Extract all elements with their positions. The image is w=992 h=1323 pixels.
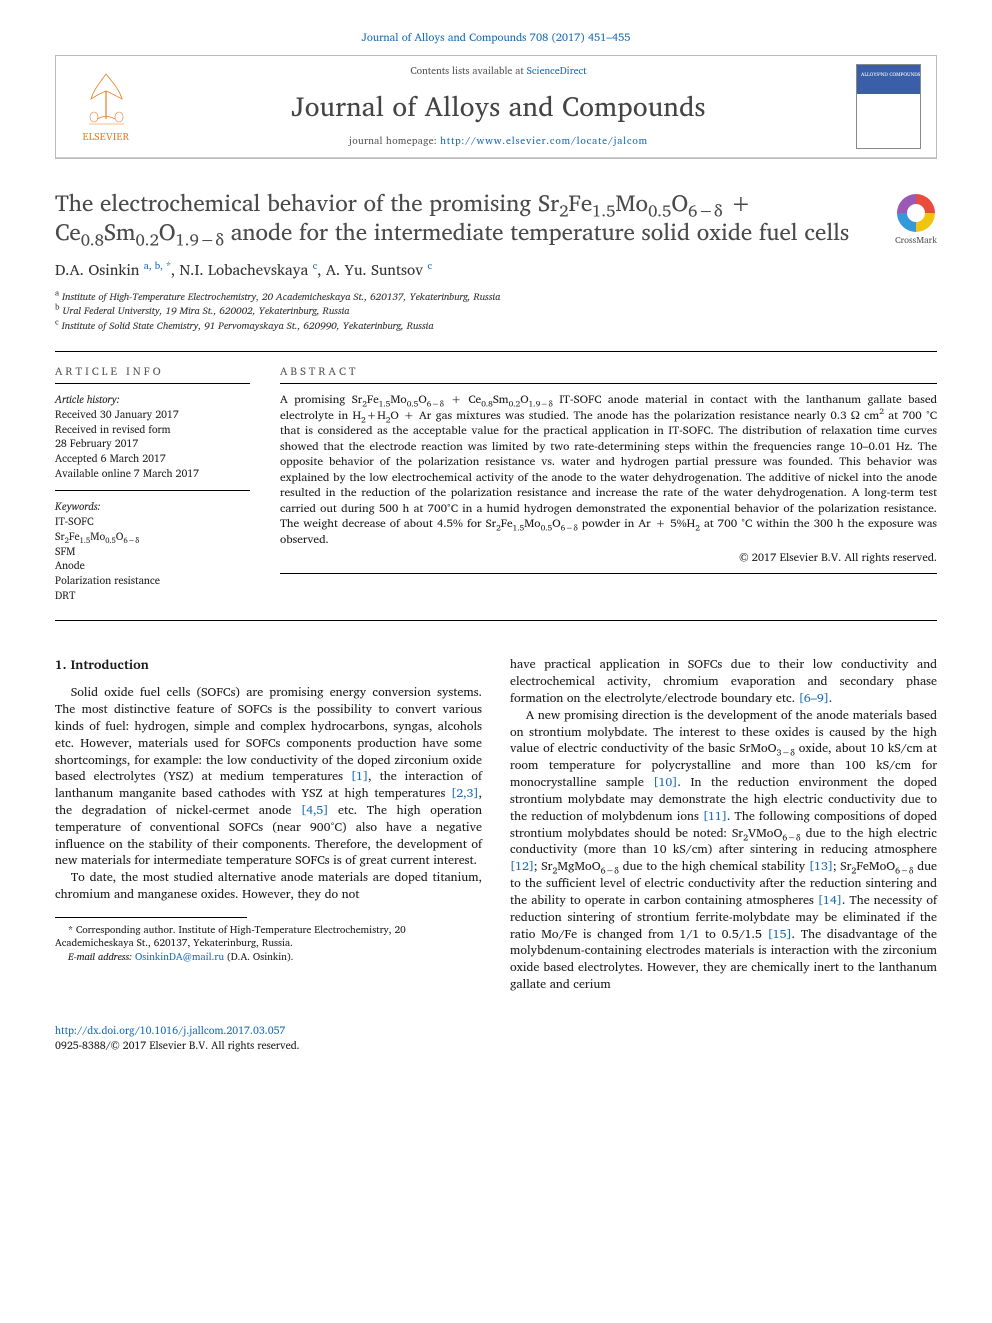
abstract-head: ABSTRACT [280,364,937,379]
contents-line: Contents lists available at ScienceDirec… [141,65,856,79]
section-head-intro: 1. Introduction [55,656,482,674]
affiliations: a Institute of High-Temperature Electroc… [55,290,937,334]
abstract-column: ABSTRACT A promising Sr2Fe1.5Mo0.5O6−δ +… [280,364,937,602]
abstract-text: A promising Sr2Fe1.5Mo0.5O6−δ + Ce0.8Sm0… [280,392,937,547]
body-paragraph: A new promising direction is the develop… [510,707,937,993]
article-title: The electrochemical behavior of the prom… [55,189,880,248]
email-label: E-mail address: [68,949,132,965]
rule [55,351,937,352]
rule [280,383,937,384]
body-text: 1. Introduction Solid oxide fuel cells (… [55,656,937,993]
abstract-copyright: © 2017 Elsevier B.V. All rights reserved… [280,550,937,565]
journal-header: ELSEVIER Contents lists available at Sci… [55,55,937,159]
body-paragraph: have practical application in SOFCs due … [510,656,937,706]
keyword: DRT [55,588,250,603]
article-info-column: ARTICLE INFO Article history: Received 3… [55,364,250,602]
journal-cover-thumb [856,64,921,149]
homepage-link[interactable]: http://www.elsevier.com/locate/jalcom [440,133,648,149]
crossmark-icon [897,194,935,232]
body-paragraph: To date, the most studied alternative an… [55,869,482,903]
keyword: Polarization resistance [55,573,250,588]
publisher-name: ELSEVIER [83,131,130,145]
homepage-prefix: journal homepage: [349,133,440,149]
contents-prefix: Contents lists available at [410,63,526,79]
rule [280,573,937,574]
footnote-rule [55,917,247,918]
crossmark-label: CrossMark [895,234,937,246]
corresponding-author-note: * Corresponding author. Institute of Hig… [55,924,482,951]
homepage-line: journal homepage: http://www.elsevier.co… [141,135,856,149]
authors: D.A. Osinkin a, b, *, N.I. Lobachevskaya… [55,260,937,280]
issn-copyright: 0925-8388/© 2017 Elsevier B.V. All right… [55,1036,300,1054]
sciencedirect-link[interactable]: ScienceDirect [527,63,587,79]
elsevier-tree-icon [79,69,134,129]
rule [55,490,250,491]
rule [55,620,937,621]
article-info-head: ARTICLE INFO [55,364,250,379]
page-footer: http://dx.doi.org/10.1016/j.jallcom.2017… [55,1023,937,1052]
crossmark-badge[interactable]: CrossMark [895,194,937,246]
keyword: Sr2Fe1.5Mo0.5O6−δ [55,529,250,544]
affiliation: b Ural Federal University, 19 Mira St., … [55,304,937,319]
rule [55,383,250,384]
journal-name: Journal of Alloys and Compounds [141,88,856,124]
body-paragraph: Solid oxide fuel cells (SOFCs) are promi… [55,684,482,869]
page-citation: Journal of Alloys and Compounds 708 (201… [55,30,937,45]
email-name: (D.A. Osinkin). [227,949,294,965]
affiliation: c Institute of Solid State Chemistry, 91… [55,319,937,334]
email-line: E-mail address: OsinkinDA@mail.ru (D.A. … [55,951,482,965]
history-line: Available online 7 March 2017 [55,466,250,481]
publisher-logo-block: ELSEVIER [71,69,141,145]
author-email-link[interactable]: OsinkinDA@mail.ru [135,949,224,965]
keyword: IT-SOFC [55,514,250,529]
